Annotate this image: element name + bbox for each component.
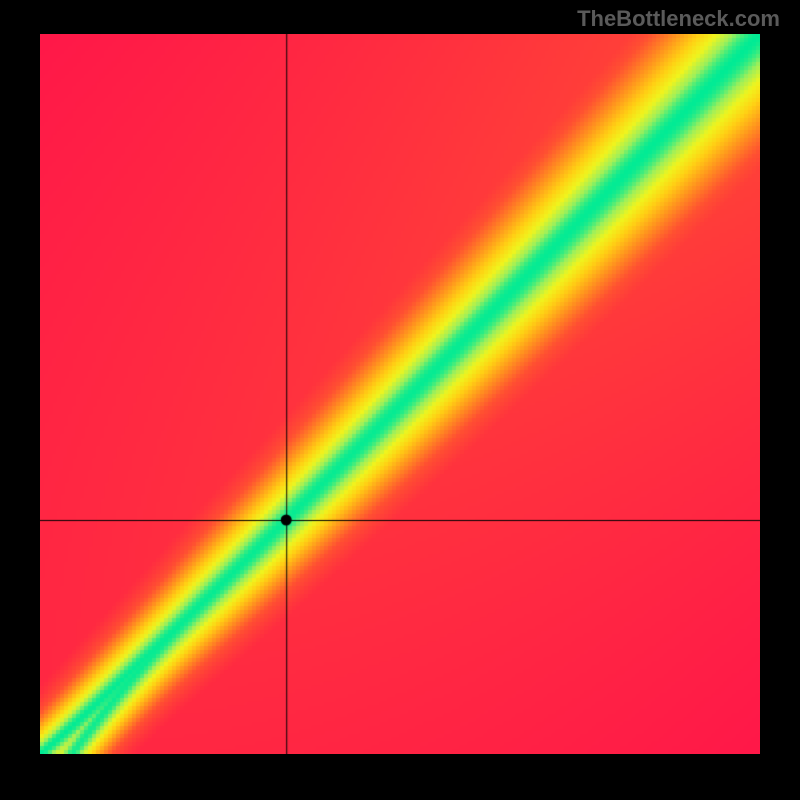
crosshair-overlay	[40, 34, 760, 754]
chart-container: { "watermark": { "text": "TheBottleneck.…	[0, 0, 800, 800]
watermark-text: TheBottleneck.com	[577, 6, 780, 32]
